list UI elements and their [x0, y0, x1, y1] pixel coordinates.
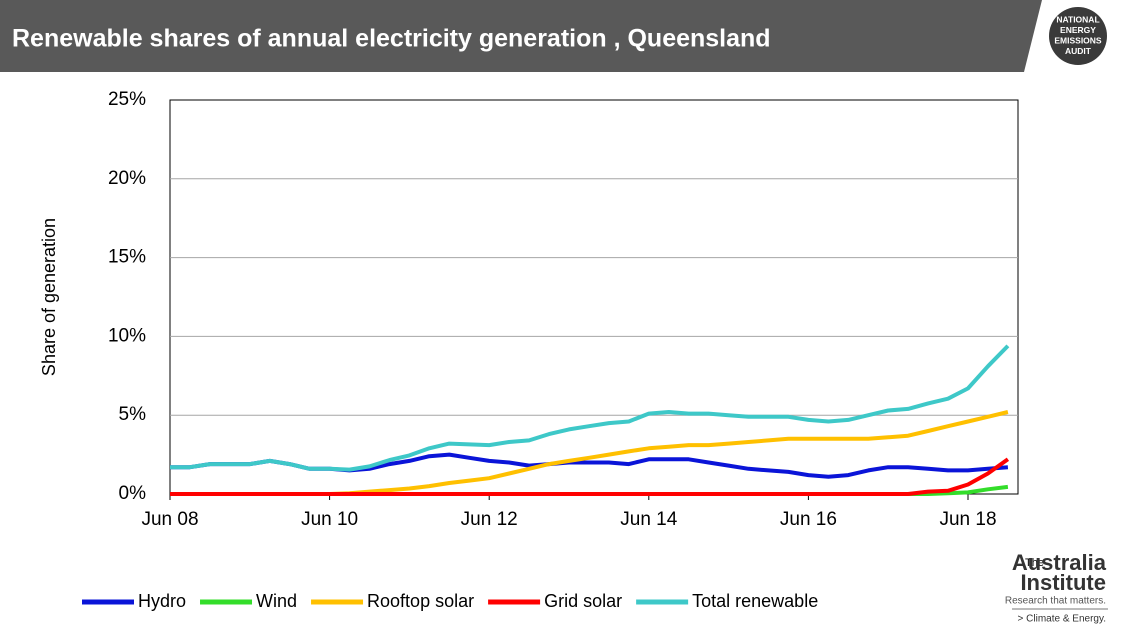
x-tick-label: Jun 10: [301, 509, 358, 530]
legend-label: Grid solar: [544, 591, 622, 611]
y-axis-label: Share of generation: [39, 218, 59, 376]
chart-title: Renewable shares of annual electricity g…: [12, 25, 771, 53]
y-tick-label: 15%: [108, 247, 146, 268]
logo-badge: [1049, 7, 1107, 65]
x-tick-label: Jun 14: [620, 509, 677, 530]
x-tick-label: Jun 18: [939, 509, 996, 530]
series-line: [170, 457, 1010, 496]
logo-name: Institute: [1020, 570, 1106, 595]
legend-label: Hydro: [138, 591, 186, 611]
x-tick-label: Jun 16: [780, 509, 837, 530]
logo-the: The: [1025, 557, 1044, 569]
logo-text: NATIONAL: [1056, 14, 1099, 24]
y-tick-label: 20%: [108, 168, 146, 189]
logo-tagline: Research that matters.: [1005, 596, 1106, 607]
series-line: [170, 344, 1010, 472]
y-tick-label: 25%: [108, 89, 146, 110]
logo-name: Australia: [1012, 550, 1107, 575]
logo-text: AUDIT: [1065, 46, 1092, 56]
logo-text: EMISSIONS: [1054, 35, 1102, 45]
x-tick-label: Jun 12: [461, 509, 518, 530]
legend-label: Total renewable: [692, 591, 818, 611]
plot-frame: [169, 99, 1019, 495]
y-tick-label: 5%: [119, 404, 147, 425]
y-tick-label: 10%: [108, 325, 146, 346]
x-tick-label: Jun 08: [141, 509, 198, 530]
y-tick-label: 0%: [119, 483, 147, 504]
logo-program: > Climate & Energy.: [1018, 614, 1106, 625]
logo-text: ENERGY: [1060, 25, 1096, 35]
legend-label: Wind: [256, 591, 297, 611]
header-bar: [0, 0, 1042, 72]
legend-label: Rooftop solar: [367, 591, 474, 611]
